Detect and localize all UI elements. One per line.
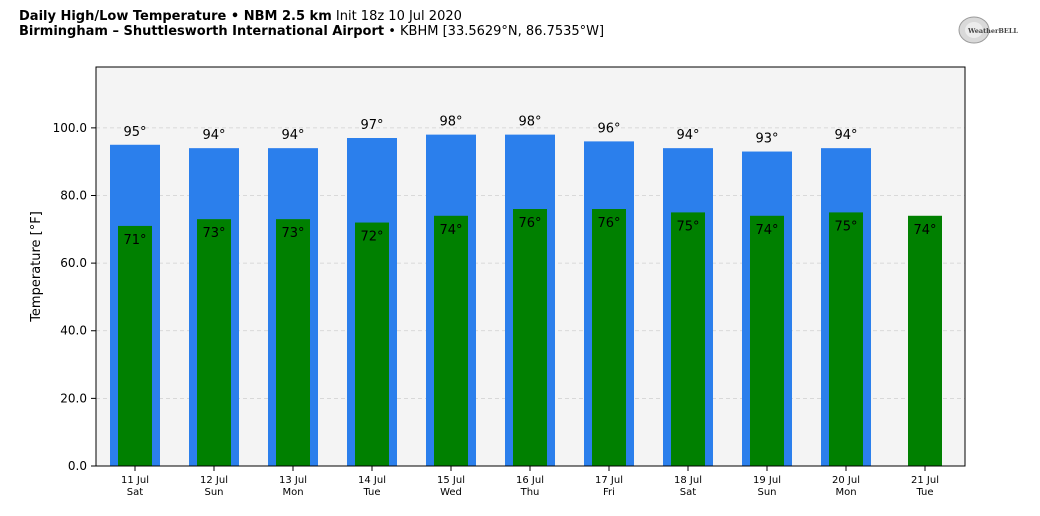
x-tick-date: 16 Jul: [516, 475, 544, 486]
title-line-2: Birmingham – Shuttlesworth International…: [19, 24, 604, 39]
low-temp-bar: [750, 215, 784, 466]
x-tick-date: 11 Jul: [121, 475, 149, 486]
high-temp-label: 96°: [597, 121, 620, 136]
high-temp-label: 94°: [281, 128, 304, 143]
high-temp-label: 94°: [202, 128, 225, 143]
y-tick-label: 60.0: [60, 256, 87, 270]
title-main: Daily High/Low Temperature • NBM 2.5 km: [19, 9, 332, 24]
low-temp-label: 74°: [439, 223, 462, 238]
high-temp-label: 97°: [360, 118, 383, 133]
high-temp-label: 93°: [755, 132, 778, 147]
x-tick-day: Sat: [680, 487, 696, 498]
x-tick-day: Tue: [362, 487, 380, 498]
title-line-1: Daily High/Low Temperature • NBM 2.5 km …: [19, 9, 604, 24]
logo-text: WeatherBELL: [967, 27, 1018, 35]
low-temp-label: 73°: [281, 226, 304, 241]
low-temp-bar: [276, 219, 310, 466]
high-temp-label: 94°: [834, 128, 857, 143]
high-temp-label: 95°: [123, 125, 146, 140]
low-temp-bar: [434, 215, 468, 466]
y-axis-label: Temperature [°F]: [29, 211, 44, 323]
low-temp-label: 71°: [123, 233, 146, 248]
y-tick-label: 20.0: [60, 391, 87, 405]
high-temp-label: 98°: [439, 115, 462, 130]
x-tick-day: Mon: [282, 487, 303, 498]
low-temp-bar: [197, 219, 231, 466]
x-tick-date: 12 Jul: [200, 475, 228, 486]
low-temp-label: 76°: [597, 216, 620, 231]
x-tick-date: 13 Jul: [279, 475, 307, 486]
x-tick-date: 19 Jul: [753, 475, 781, 486]
low-temp-label: 73°: [202, 226, 225, 241]
chart-title: Daily High/Low Temperature • NBM 2.5 km …: [19, 9, 604, 39]
x-tick-day: Sun: [757, 487, 776, 498]
x-tick-day: Sun: [204, 487, 223, 498]
y-tick-label: 100.0: [53, 121, 87, 135]
x-tick-date: 21 Jul: [911, 475, 939, 486]
plot-frame: [95, 66, 966, 467]
x-tick-date: 18 Jul: [674, 475, 702, 486]
low-temp-label: 72°: [360, 230, 383, 245]
title-station: • KBHM [33.5629°N, 86.7535°W]: [388, 24, 605, 39]
y-tick-label: 80.0: [60, 188, 87, 202]
low-temp-bar: [118, 225, 152, 466]
low-temp-label: 74°: [913, 223, 936, 238]
high-temp-label: 94°: [676, 128, 699, 143]
low-temp-label: 74°: [755, 223, 778, 238]
x-tick-day: Thu: [520, 487, 540, 498]
x-tick-day: Wed: [440, 487, 462, 498]
y-tick-label: 0.0: [68, 459, 87, 473]
title-location: Birmingham – Shuttlesworth International…: [19, 24, 385, 39]
low-temp-bar: [513, 209, 547, 466]
low-temp-bar: [355, 222, 389, 466]
x-tick-date: 15 Jul: [437, 475, 465, 486]
x-tick-date: 14 Jul: [358, 475, 386, 486]
x-tick-day: Tue: [915, 487, 933, 498]
x-tick-day: Mon: [835, 487, 856, 498]
x-tick-day: Fri: [603, 487, 615, 498]
weatherbell-logo: WeatherBELL: [958, 16, 1018, 44]
x-tick-day: Sat: [127, 487, 143, 498]
low-temp-label: 76°: [518, 216, 541, 231]
low-temp-bar: [671, 212, 705, 466]
low-temp-label: 75°: [676, 219, 699, 234]
low-temp-bar: [592, 209, 626, 466]
title-init: Init 18z 10 Jul 2020: [335, 9, 462, 24]
high-temp-label: 98°: [518, 115, 541, 130]
low-temp-bar: [829, 212, 863, 466]
low-temp-label: 75°: [834, 219, 857, 234]
x-tick-date: 20 Jul: [832, 475, 860, 486]
x-tick-date: 17 Jul: [595, 475, 623, 486]
y-tick-label: 40.0: [60, 324, 87, 338]
low-temp-bar: [908, 215, 942, 466]
